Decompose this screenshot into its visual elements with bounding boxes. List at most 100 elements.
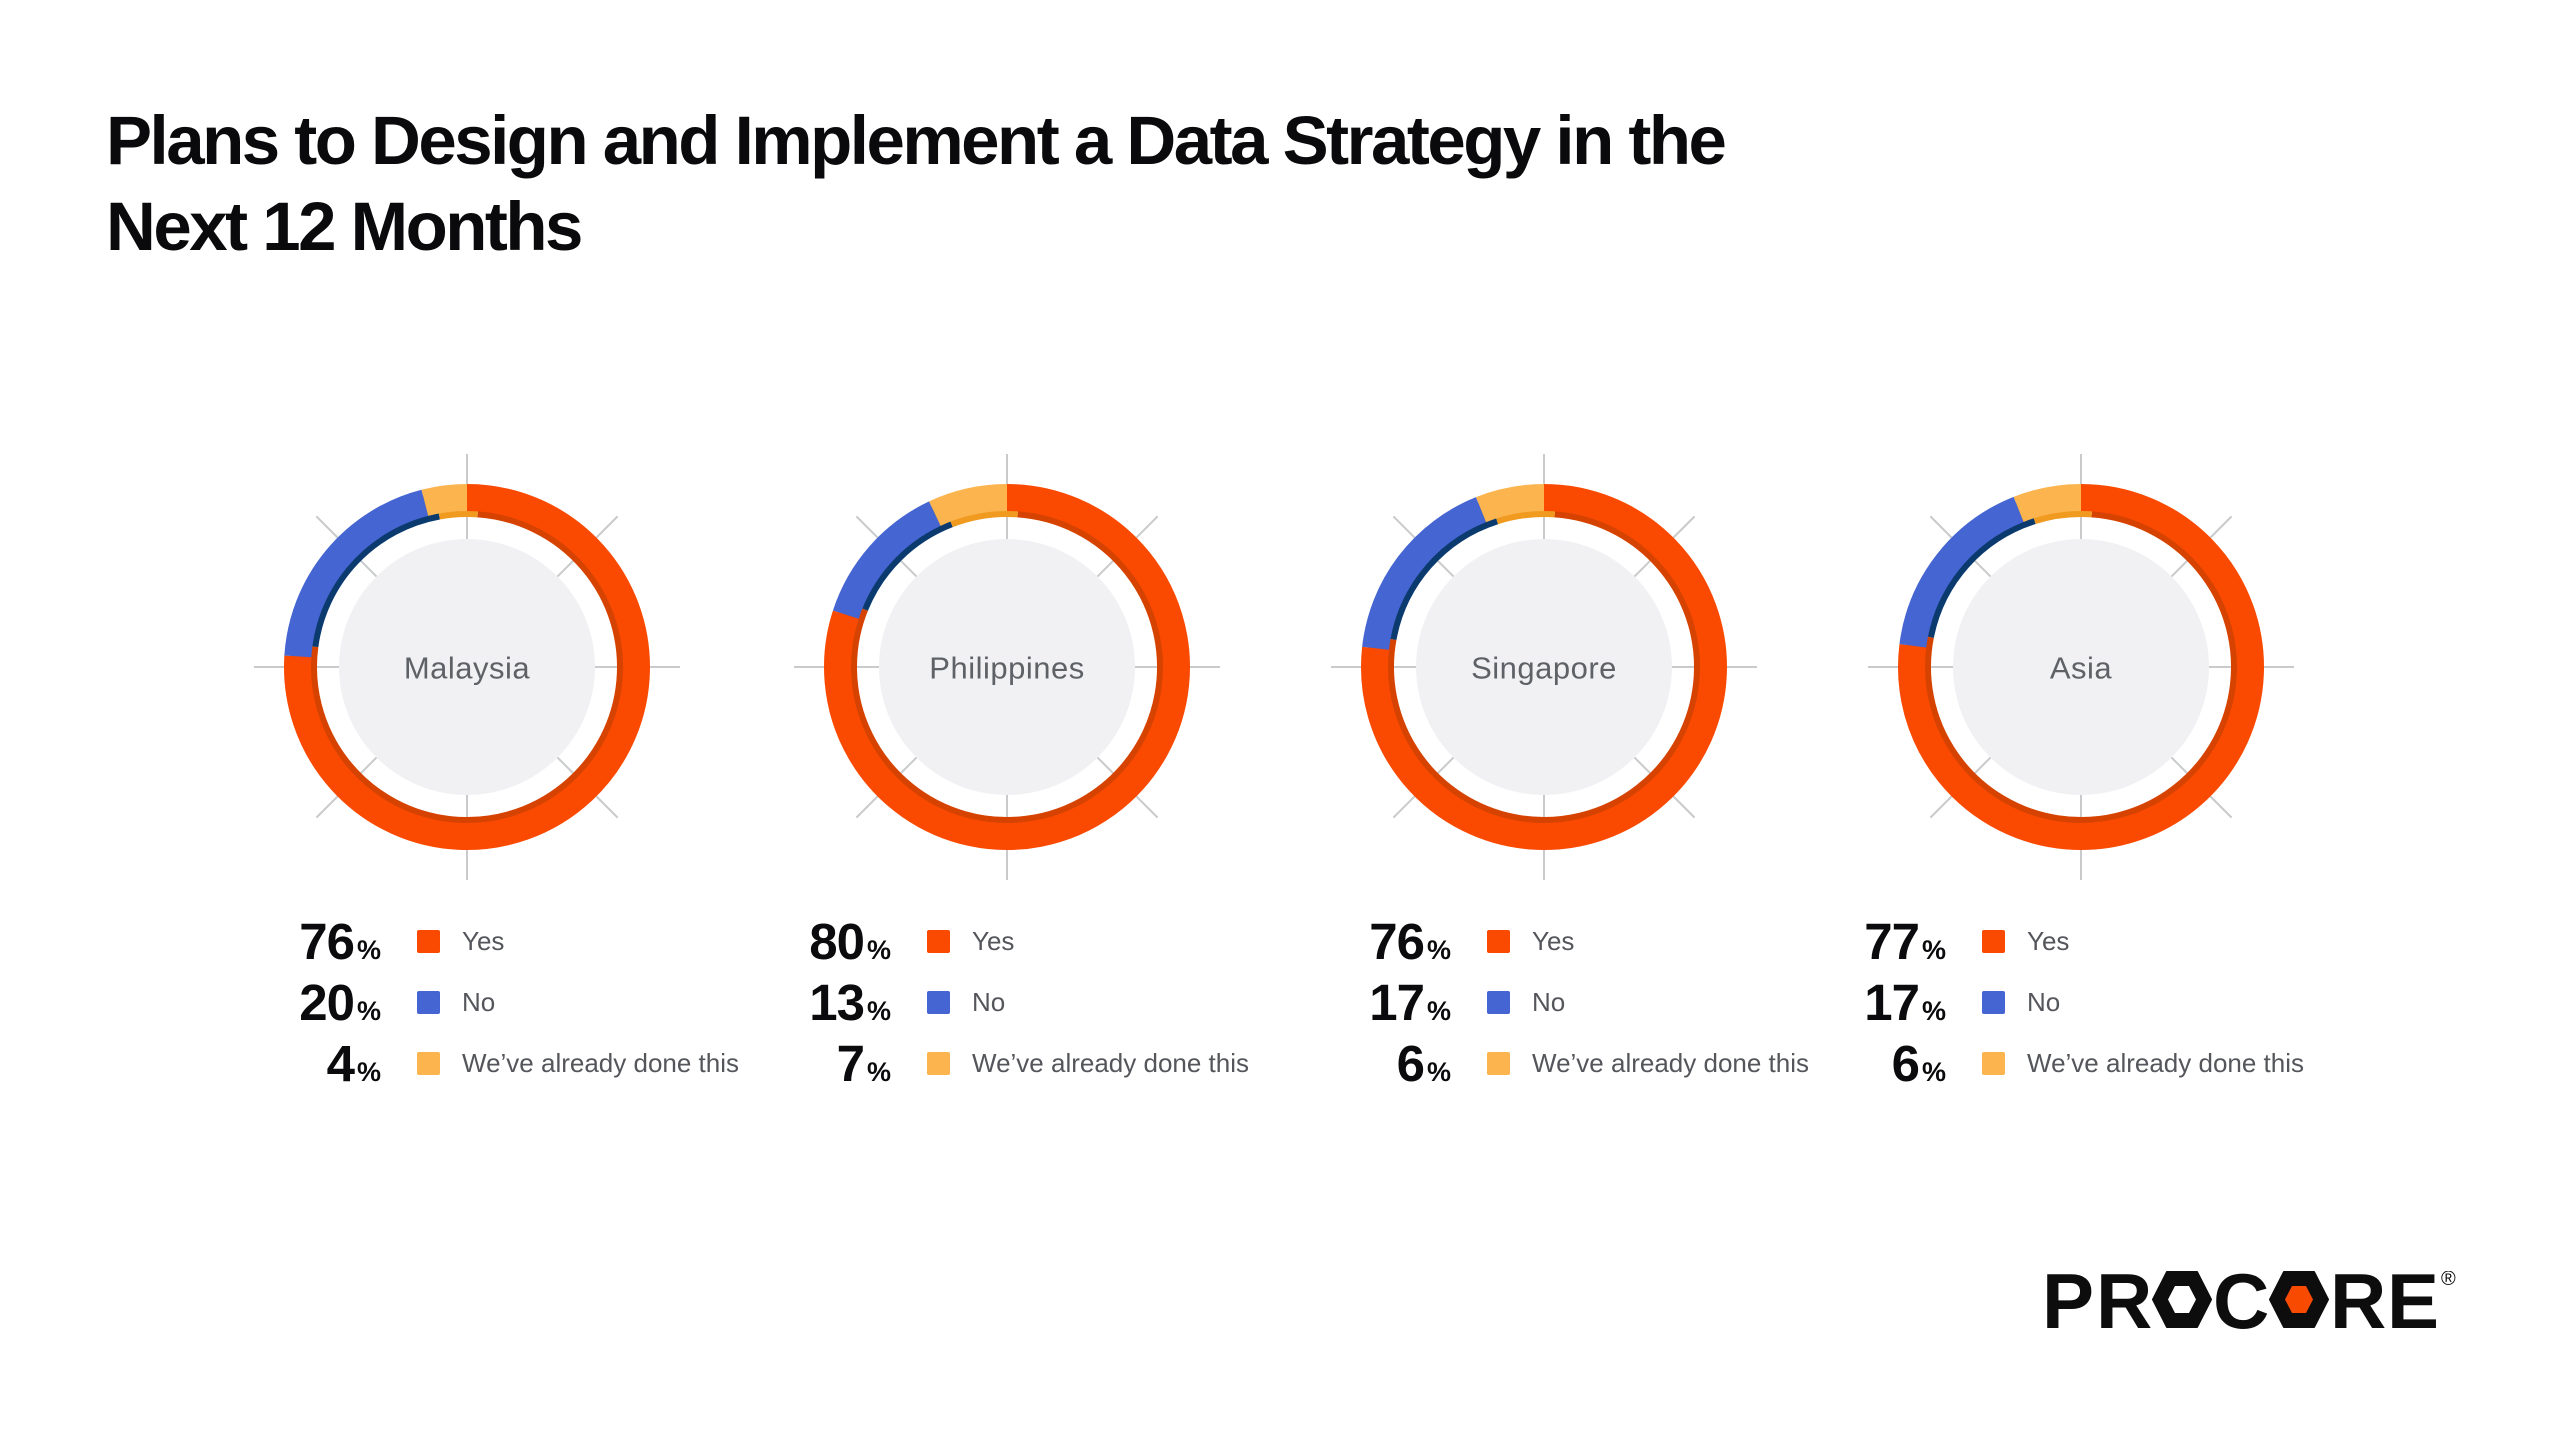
- donut-segment-no: [1899, 496, 2024, 648]
- legend-value-percent-sign: %: [356, 1056, 381, 1087]
- donut-segment-yes: [284, 484, 650, 850]
- donut-center-circle: [1953, 539, 2209, 795]
- donut-segment-yes: [824, 484, 1190, 850]
- donut-center-circle: [339, 539, 595, 795]
- logo-letter: C: [2213, 1271, 2269, 1337]
- legend-row-singapore-done: 6% We’ve already done this: [1190, 1032, 1809, 1094]
- donut-center-circle: [879, 539, 1135, 795]
- legend-value-number: 17: [1369, 973, 1425, 1031]
- donut-segment-done: [1475, 484, 1545, 523]
- donut-segment-no: [1362, 497, 1487, 650]
- legend-swatch-yes: [927, 929, 950, 953]
- donut-segment-yes: [1898, 484, 2264, 850]
- legend-swatch-yes: [417, 929, 440, 953]
- chart-center-label: Malaysia: [404, 651, 531, 686]
- legend-swatch-no: [927, 990, 950, 1014]
- procore-wordmark: P R C R E ®: [2042, 1257, 2456, 1345]
- legend-value: 76%: [120, 912, 381, 970]
- donut-segment-done: [421, 484, 468, 516]
- legend-value-number: 6: [1396, 1034, 1425, 1092]
- legend-row-singapore-yes: 76% Yes: [1190, 910, 1574, 972]
- legend-value-number: 20: [299, 973, 355, 1031]
- legend-swatch-done: [927, 1051, 950, 1075]
- legend-row-asia-done: 6% We’ve already done this: [1685, 1032, 2304, 1094]
- legend-swatch-yes: [1982, 929, 2005, 953]
- legend-row-asia-yes: 77% Yes: [1685, 910, 2069, 972]
- logo-letter-o-counter: [2168, 1286, 2196, 1313]
- legend-row-malaysia-no: 20% No: [120, 971, 495, 1033]
- donut-segment-done: [929, 484, 1008, 526]
- legend-label: No: [972, 986, 1006, 1017]
- legend-value: 76%: [1190, 916, 1451, 967]
- legend-value-percent-sign: %: [866, 995, 891, 1026]
- legend-value-percent-sign: %: [1426, 995, 1451, 1026]
- logo-letter: P: [2042, 1271, 2094, 1337]
- legend-swatch-no: [1487, 990, 1510, 1014]
- chart-center-label: Asia: [2050, 651, 2113, 686]
- legend-label: We’ve already done this: [462, 1047, 740, 1078]
- donut-chart-philippines: Philippines: [794, 454, 1220, 880]
- legend-value: 17%: [1685, 973, 1946, 1031]
- chart-center-label: Philippines: [929, 651, 1084, 686]
- donut-segment-no: [832, 501, 941, 620]
- legend-value-number: 77: [1864, 912, 1920, 970]
- procore-logo: P R C R E ®: [2042, 1257, 2472, 1345]
- logo-letter: E: [2387, 1271, 2439, 1337]
- registered-trademark-symbol: ®: [2441, 1271, 2456, 1290]
- legend-value-number: 4: [326, 1034, 355, 1092]
- legend-value-number: 76: [299, 912, 355, 970]
- legend-value: 6%: [1190, 1034, 1451, 1092]
- legend-value-percent-sign: %: [1921, 995, 1946, 1026]
- legend-value-percent-sign: %: [1921, 1056, 1946, 1087]
- legend-value-number: 17: [1864, 973, 1920, 1031]
- legend-swatch-yes: [1487, 929, 1510, 953]
- legend-row-malaysia-yes: 76% Yes: [120, 910, 504, 972]
- legend-value-percent-sign: %: [1426, 934, 1451, 965]
- legend-swatch-done: [1982, 1051, 2005, 1075]
- page-title-line-2: Next 12 Months: [106, 188, 583, 265]
- donut-chart-singapore: Singapore: [1331, 454, 1757, 880]
- logo-letter: R: [2096, 1271, 2152, 1337]
- legend-value: 80%: [630, 916, 891, 967]
- legend-label: No: [462, 986, 496, 1017]
- legend-value: 13%: [630, 977, 891, 1028]
- donut-chart-asia: Asia: [1868, 454, 2294, 880]
- logo-orange-hexagon: [2285, 1286, 2313, 1313]
- legend-row-philippines-done: 7% We’ve already done this: [630, 1032, 1249, 1094]
- page-title-line-1: Plans to Design and Implement a Data Str…: [106, 102, 1727, 179]
- legend-row-philippines-no: 13% No: [630, 971, 1005, 1033]
- legend-swatch-no: [417, 990, 440, 1014]
- legend-row-singapore-no: 17% No: [1190, 971, 1565, 1033]
- donut-chart-malaysia: Malaysia: [254, 454, 680, 880]
- legend-swatch-no: [1982, 990, 2005, 1014]
- legend-label: Yes: [2027, 925, 2070, 956]
- legend-value-percent-sign: %: [356, 995, 381, 1026]
- donut-segment-done: [2013, 484, 2082, 523]
- donut-segment-yes: [1361, 484, 1727, 850]
- legend-value: 7%: [630, 1038, 891, 1089]
- legend-value-percent-sign: %: [1426, 1056, 1451, 1087]
- legend-label: Yes: [1532, 925, 1575, 956]
- legend-value: 4%: [120, 1034, 381, 1092]
- legend-value-percent-sign: %: [866, 1056, 891, 1087]
- legend-label: We’ve already done this: [972, 1047, 1250, 1078]
- legend-row-philippines-yes: 80% Yes: [630, 910, 1014, 972]
- legend-label: No: [2027, 986, 2061, 1017]
- legend-value-percent-sign: %: [866, 934, 891, 965]
- legend-value-number: 6: [1891, 1034, 1920, 1092]
- legend-swatch-done: [1487, 1051, 1510, 1075]
- legend-value: 6%: [1685, 1034, 1946, 1092]
- legend-label: We’ve already done this: [2027, 1047, 2305, 1078]
- legend-value: 77%: [1685, 912, 1946, 970]
- donut-center-circle: [1416, 539, 1672, 795]
- legend-value-percent-sign: %: [1921, 934, 1946, 965]
- legend-row-asia-no: 17% No: [1685, 971, 2060, 1033]
- legend-label: Yes: [462, 925, 505, 956]
- legend-label: Yes: [972, 925, 1015, 956]
- legend-value-percent-sign: %: [356, 934, 381, 965]
- logo-letter: R: [2330, 1271, 2386, 1337]
- legend-label: We’ve already done this: [1532, 1047, 1810, 1078]
- chart-center-label: Singapore: [1471, 651, 1617, 686]
